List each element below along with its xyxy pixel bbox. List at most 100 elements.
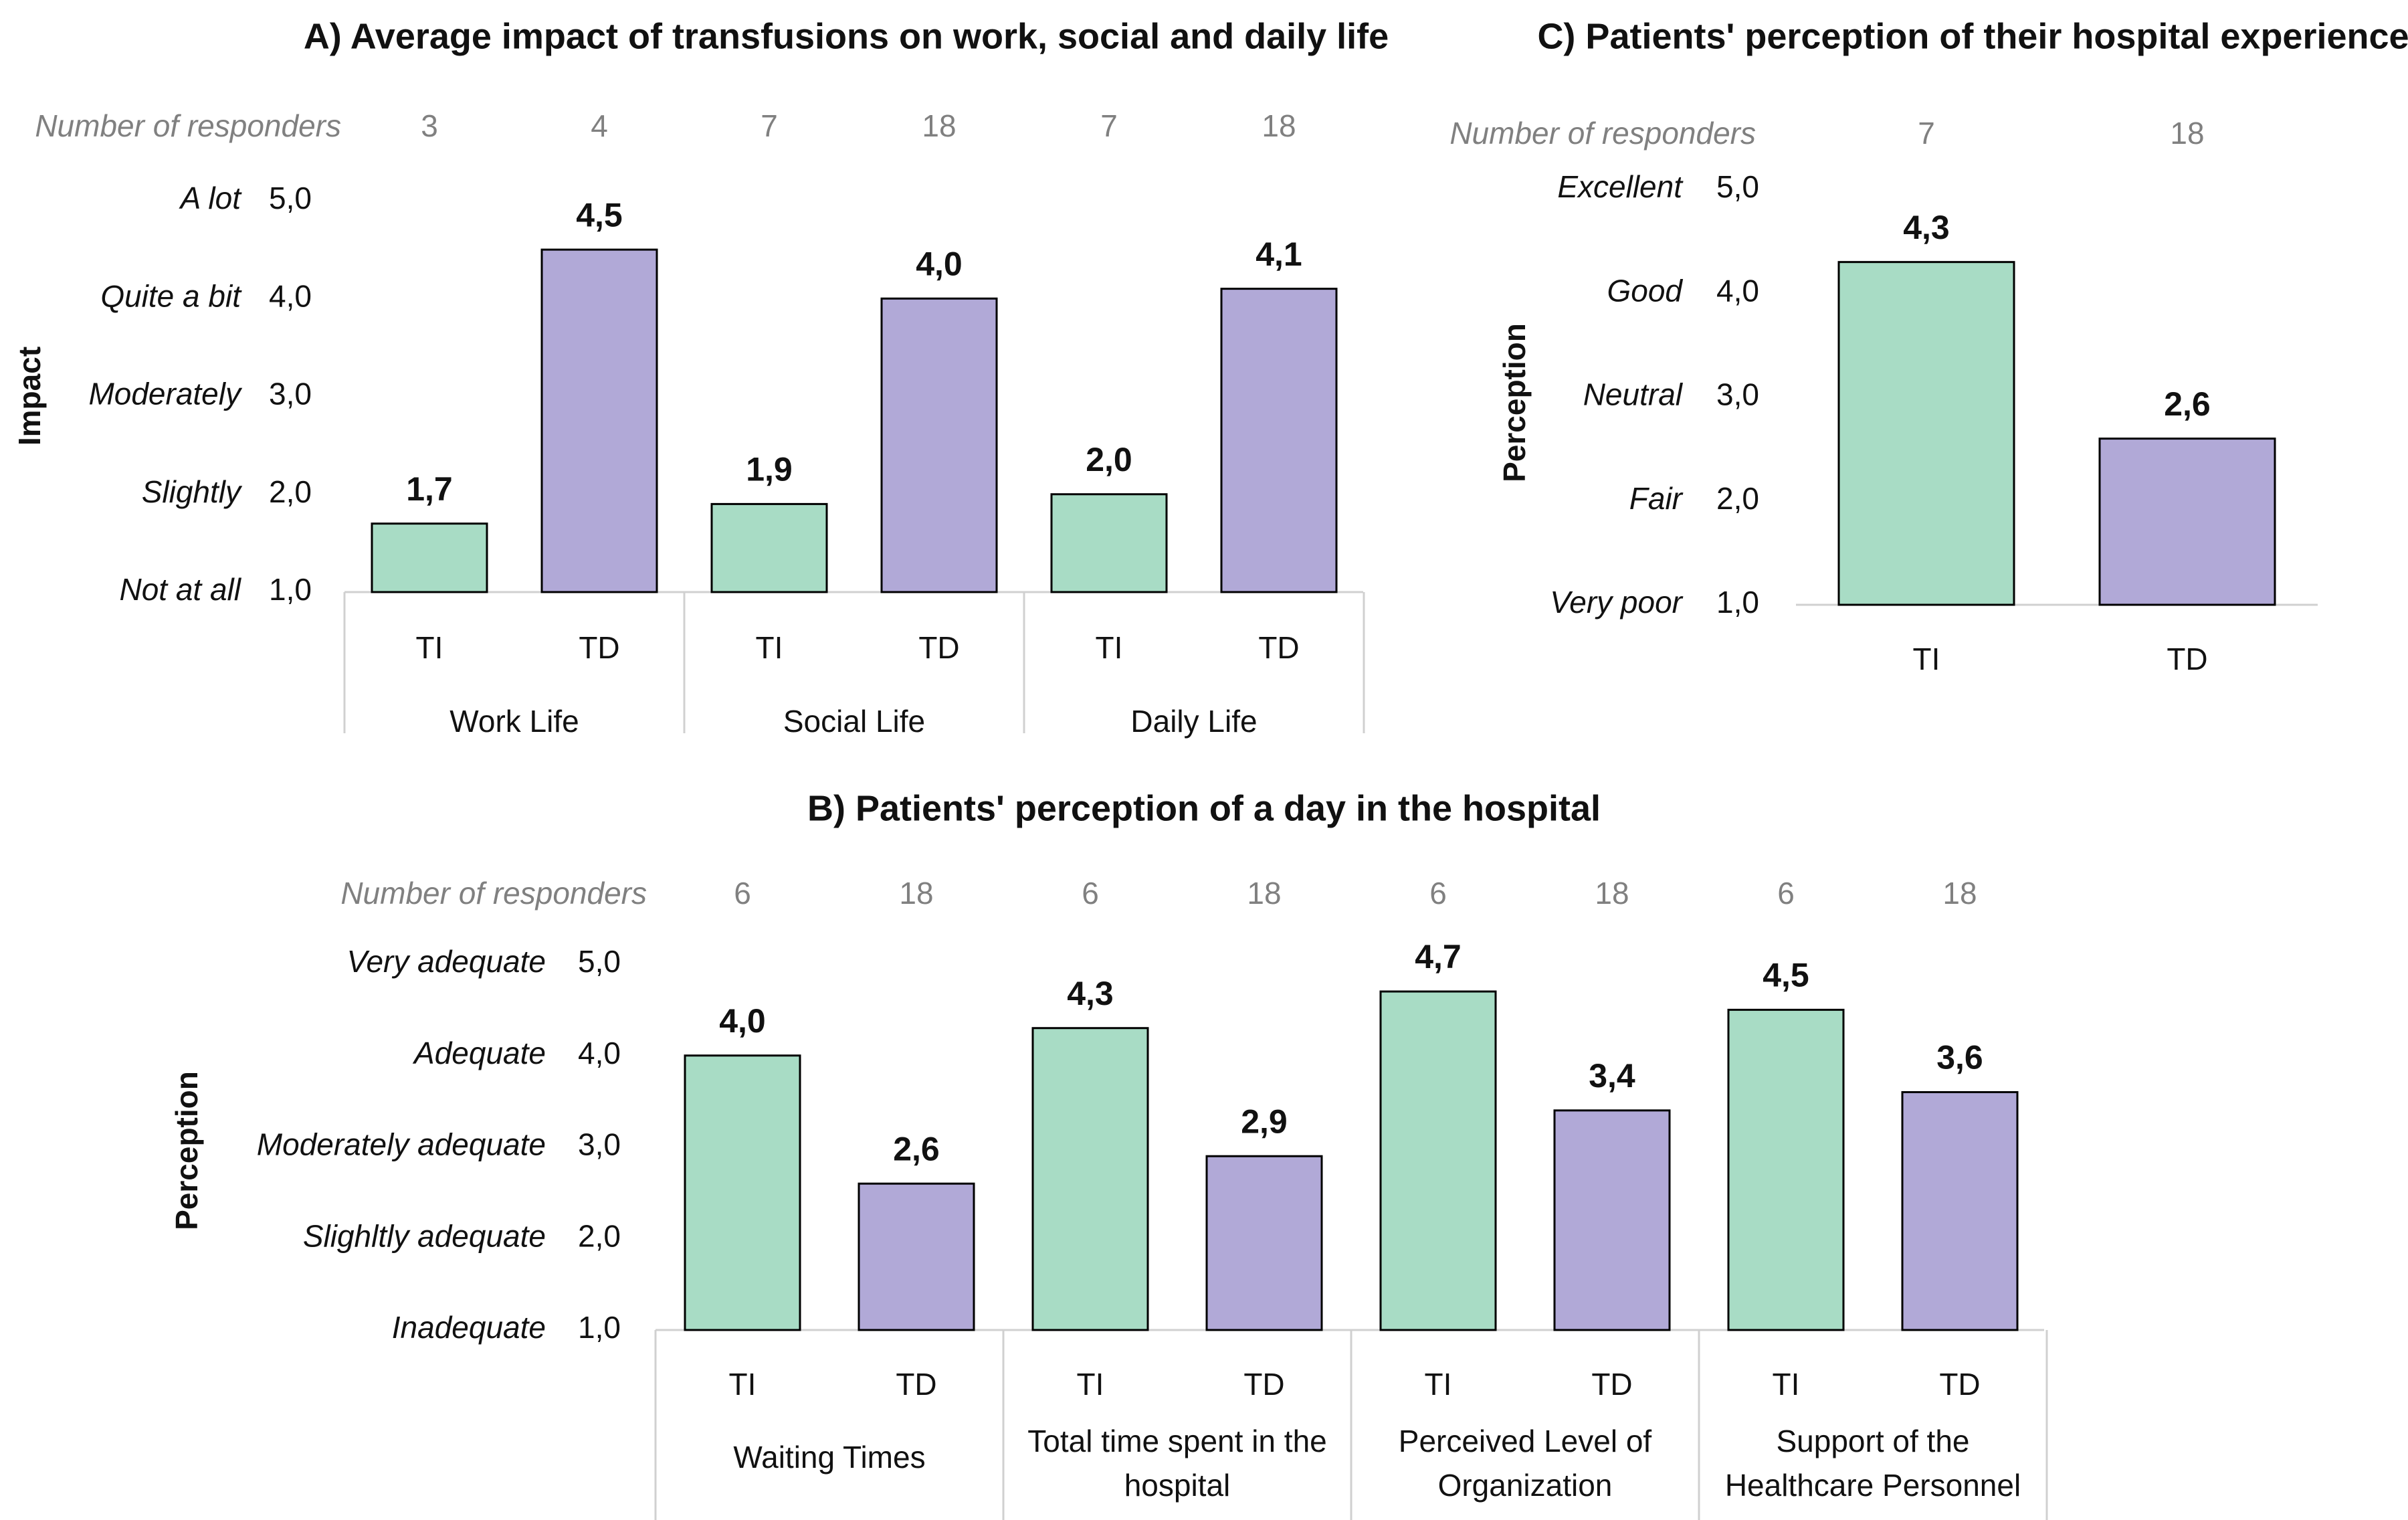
bar-td [858, 1182, 975, 1331]
group-label: Daily Life [1130, 704, 1257, 739]
x-tick-label: TD [1939, 1367, 1980, 1402]
x-tick-label: TD [1243, 1367, 1284, 1402]
responders-label: Number of responders [1449, 116, 1756, 151]
x-tick-label: TI [1425, 1367, 1452, 1402]
x-tick-label: TD [896, 1367, 936, 1402]
responders-count: 4 [591, 108, 608, 143]
y-category-label: A lot [179, 181, 243, 215]
chart-title: B) Patients' perception of a day in the … [807, 788, 1601, 828]
y-tick-label: 3,0 [269, 377, 312, 411]
responders-count: 6 [734, 876, 751, 911]
data-label: 2,6 [893, 1130, 940, 1167]
y-axis-title: Perception [1497, 323, 1532, 482]
y-tick-label: 1,0 [1716, 585, 1759, 620]
responders-count: 18 [1262, 108, 1296, 143]
x-tick-label: TI [756, 630, 783, 665]
responders-count: 18 [922, 108, 956, 143]
y-category-label: Neutral [1583, 377, 1684, 412]
data-label: 1,9 [746, 451, 793, 488]
responders-label: Number of responders [35, 108, 341, 143]
x-tick-label: TD [579, 630, 619, 665]
responders-count: 18 [1595, 876, 1629, 911]
responders-count: 18 [1247, 876, 1281, 911]
y-category-label: Quite a bit [100, 278, 242, 313]
y-category-label: Excellent [1557, 169, 1684, 204]
x-tick-label: TI [1773, 1367, 1800, 1402]
data-label: 2,6 [2164, 385, 2211, 423]
x-tick-label: TD [918, 630, 959, 665]
bar-td [540, 248, 658, 593]
y-category-label: Very poor [1550, 585, 1683, 620]
chart-panel-c: C) Patients' perception of their hospita… [1449, 16, 2408, 676]
bar-ti [371, 522, 488, 593]
bar-td [1220, 288, 1338, 593]
bar-ti [1050, 493, 1168, 593]
bar-td [2098, 438, 2276, 606]
responders-count: 18 [899, 876, 933, 911]
responders-count: 6 [1429, 876, 1447, 911]
data-label: 2,9 [1241, 1103, 1288, 1140]
x-tick-label: TI [729, 1367, 757, 1402]
x-tick-label: TI [416, 630, 443, 665]
data-label: 4,7 [1415, 938, 1462, 975]
responders-count: 7 [1100, 108, 1118, 143]
data-label: 4,5 [1763, 957, 1809, 994]
responders-count: 3 [421, 108, 438, 143]
responders-count: 6 [1082, 876, 1099, 911]
y-category-label: Moderately [88, 377, 243, 411]
bar-ti [1727, 1008, 1845, 1331]
y-category-label: Not at all [119, 572, 241, 607]
data-label: 3,4 [1589, 1057, 1635, 1095]
chart-panel-a: A) Average impact of transfusions on wor… [12, 16, 1389, 739]
group-label: Perceived Level of Organization [1399, 1424, 1652, 1503]
data-label: 4,0 [719, 1002, 766, 1040]
y-category-label: Inadequate [392, 1310, 546, 1345]
y-category-label: Good [1607, 273, 1683, 308]
x-tick-label: TD [1591, 1367, 1632, 1402]
y-tick-label: 2,0 [1716, 481, 1759, 516]
responders-count: 6 [1777, 876, 1795, 911]
data-label: 4,0 [916, 245, 963, 282]
data-label: 4,5 [576, 196, 623, 233]
y-category-label: Moderately adequate [257, 1127, 546, 1162]
y-axis-title: Perception [169, 1071, 204, 1230]
y-tick-label: 2,0 [578, 1218, 621, 1253]
y-category-label: Very adequate [346, 944, 546, 979]
y-tick-label: 1,0 [269, 572, 312, 607]
group-label: Work Life [449, 704, 579, 739]
y-category-label: Adequate [412, 1036, 546, 1070]
data-label: 3,6 [1936, 1039, 1983, 1076]
data-label: 4,1 [1256, 235, 1302, 273]
bar-td [1553, 1109, 1671, 1331]
x-tick-label: TI [1077, 1367, 1104, 1402]
y-tick-label: 2,0 [269, 474, 312, 509]
y-tick-label: 4,0 [578, 1036, 621, 1070]
data-label: 2,0 [1086, 441, 1132, 478]
responders-count: 7 [761, 108, 778, 143]
y-category-label: Fair [1629, 481, 1684, 516]
x-tick-label: TI [1096, 630, 1123, 665]
y-axis-title: Impact [12, 347, 47, 446]
group-label: Total time spent in the hospital [1027, 1424, 1326, 1503]
bar-td [880, 297, 998, 593]
y-tick-label: 3,0 [578, 1127, 621, 1162]
y-tick-label: 1,0 [578, 1310, 621, 1345]
x-tick-label: TD [2167, 642, 2207, 676]
group-label: Support of the Healthcare Personnel [1725, 1424, 2021, 1503]
bar-ti [1031, 1027, 1149, 1331]
y-category-label: Slighltly adequate [303, 1218, 546, 1253]
data-label: 4,3 [1067, 975, 1114, 1012]
group-label: Waiting Times [733, 1440, 925, 1475]
x-tick-label: TD [1258, 630, 1299, 665]
y-category-label: Slightly [142, 474, 243, 509]
bar-td [1901, 1090, 2019, 1331]
bar-ti [1379, 990, 1497, 1331]
bar-ti [684, 1054, 801, 1331]
y-tick-label: 3,0 [1716, 377, 1759, 412]
bar-ti [1837, 261, 2015, 606]
chart-panel-b: B) Patients' perception of a day in the … [169, 788, 2048, 1520]
responders-count: 18 [2170, 116, 2204, 151]
bar-ti [710, 502, 828, 593]
x-tick-label: TI [1913, 642, 1940, 676]
chart-title: C) Patients' perception of their hospita… [1537, 16, 2408, 56]
